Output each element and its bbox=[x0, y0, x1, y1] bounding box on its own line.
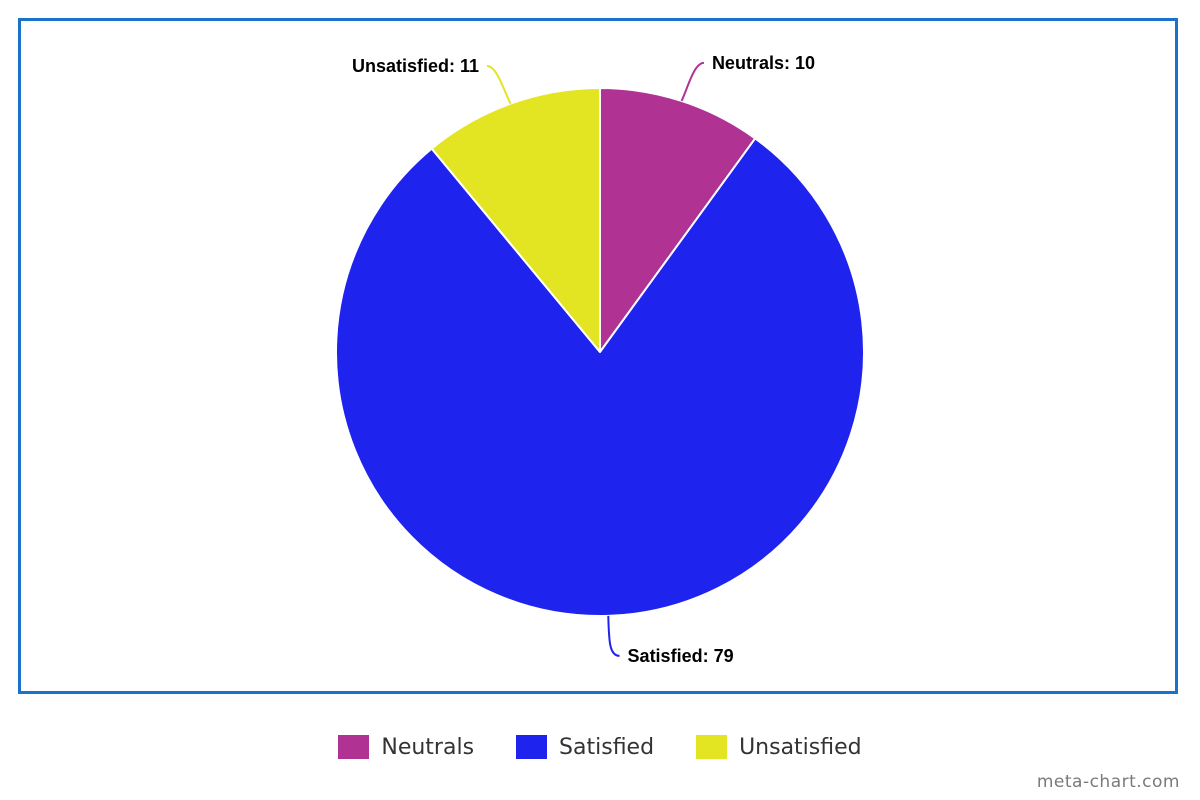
legend-swatch-unsatisfied bbox=[696, 735, 728, 759]
pie-slice-neutrals[interactable] bbox=[599, 87, 757, 353]
slice-labels: Neutrals: 10 Satisfied: 79 Unsatisfied: 11 bbox=[352, 53, 815, 666]
leader-line-unsatisfied bbox=[486, 64, 512, 105]
legend-swatch-satisfied bbox=[516, 735, 548, 759]
slice-label-neutrals: Neutrals: 10 bbox=[712, 53, 815, 73]
slice-label-unsatisfied: Unsatisfied: 11 bbox=[352, 56, 479, 76]
leader-lines bbox=[486, 61, 705, 657]
legend-label-neutrals: Neutrals bbox=[381, 734, 475, 760]
pie-slice-unsatisfied[interactable] bbox=[430, 87, 601, 353]
legend-swatch-neutrals bbox=[338, 735, 370, 759]
leader-line-neutrals bbox=[680, 61, 705, 102]
legend-label-satisfied: Satisfied bbox=[559, 734, 655, 760]
legend-item-neutrals[interactable]: Neutrals bbox=[338, 735, 474, 760]
legend: Neutrals Satisfied Unsatisfied bbox=[0, 730, 1200, 764]
slice-label-satisfied: Satisfied: 79 bbox=[628, 646, 734, 666]
pie-slice-satisfied[interactable] bbox=[335, 137, 865, 617]
legend-item-unsatisfied[interactable]: Unsatisfied bbox=[696, 735, 862, 760]
watermark: meta-chart.com bbox=[1036, 772, 1180, 792]
legend-label-unsatisfied: Unsatisfied bbox=[739, 734, 862, 760]
legend-item-satisfied[interactable]: Satisfied bbox=[516, 735, 654, 760]
leader-line-satisfied bbox=[607, 615, 620, 657]
pie-slices bbox=[335, 87, 865, 617]
